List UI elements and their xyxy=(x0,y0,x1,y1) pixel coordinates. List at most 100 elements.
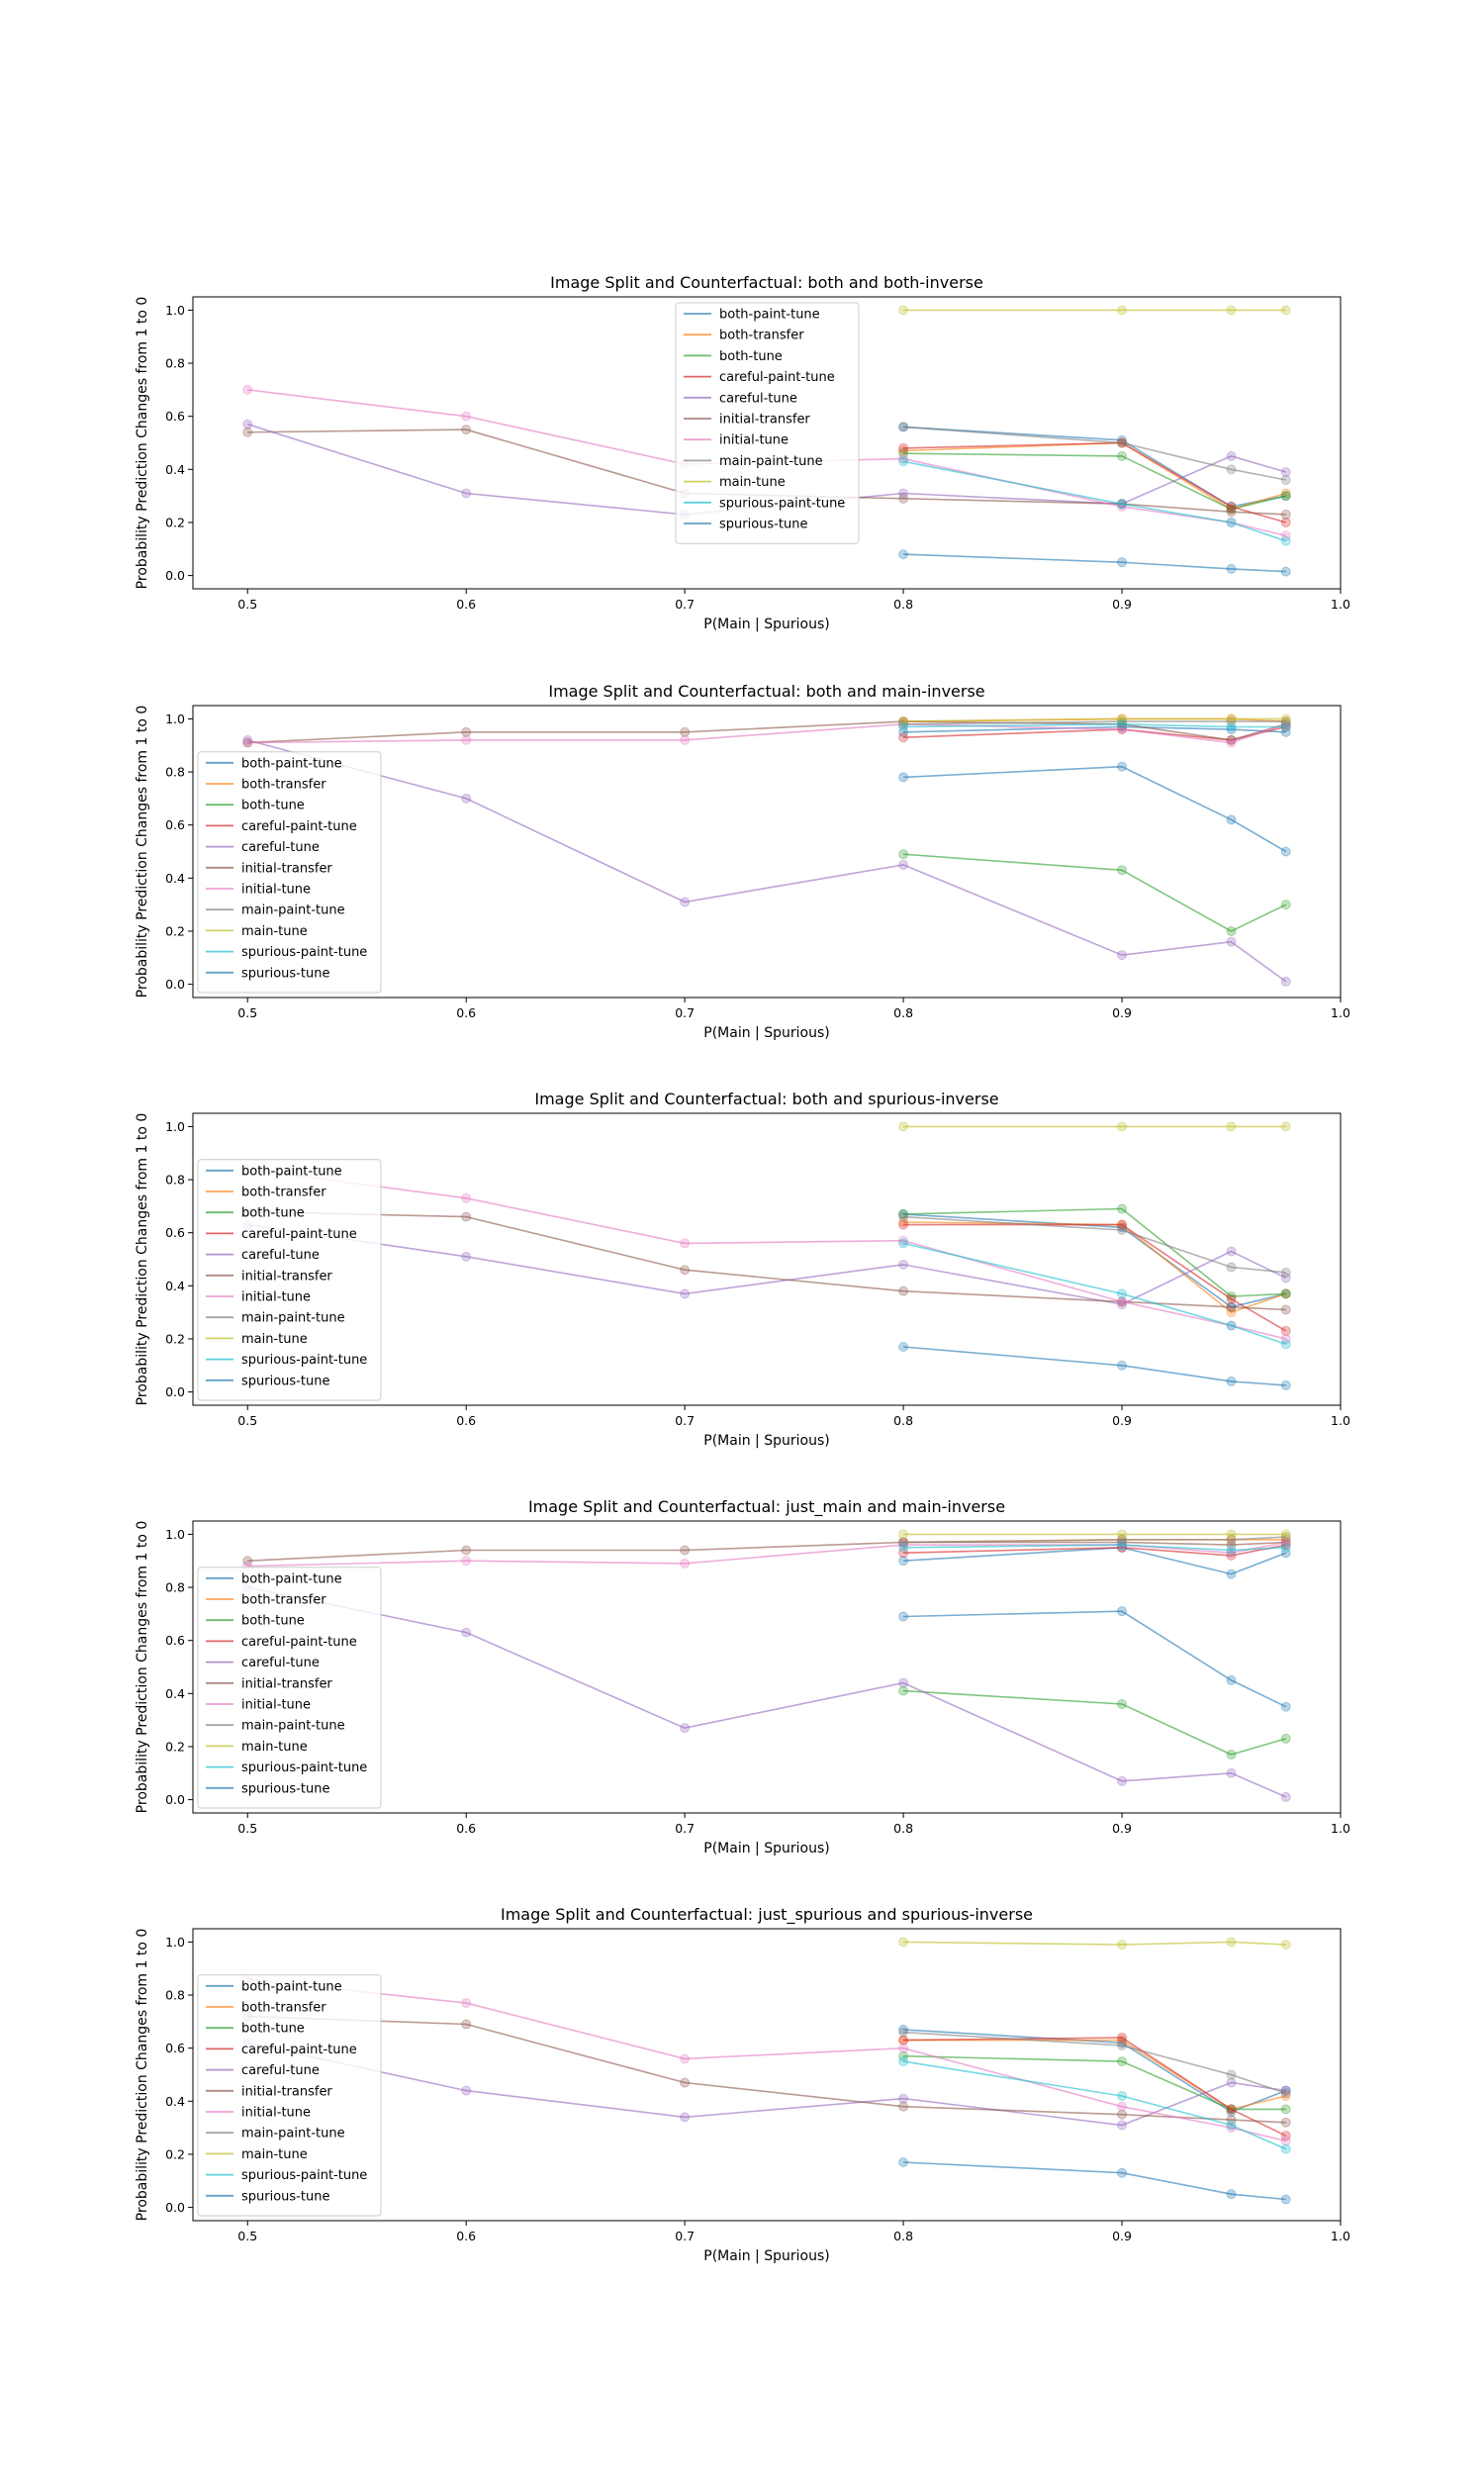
legend-box xyxy=(675,302,860,544)
data-point xyxy=(898,2056,909,2067)
data-point xyxy=(1117,724,1128,735)
data-point xyxy=(461,1211,472,1222)
data-point xyxy=(898,1285,909,1296)
legend-label: initial-transfer xyxy=(241,2084,332,2099)
series-spurious-paint-tune xyxy=(898,718,1291,732)
data-point xyxy=(1280,1701,1291,1712)
legend-label: both-transfer xyxy=(241,2001,326,2016)
legend: both-paint-tune both-transfer both-tune car… xyxy=(675,302,860,544)
y-axis-label: Probability Prediction Changes from 1 to… xyxy=(135,1521,150,1814)
data-point xyxy=(1280,846,1291,857)
data-point xyxy=(898,2043,909,2053)
y-tick-label: 0.6 xyxy=(165,1225,185,1240)
x-axis-label: P(Main | Spurious) xyxy=(703,1841,829,1856)
legend-label: careful-tune xyxy=(719,391,797,406)
data-point xyxy=(1280,2090,1291,2101)
x-tick-label: 0.5 xyxy=(237,1005,257,1020)
series-careful-paint-tune xyxy=(898,437,1291,527)
data-point xyxy=(461,793,472,804)
legend-label: initial-tune xyxy=(719,433,788,448)
data-point xyxy=(680,1723,691,1734)
data-point xyxy=(898,1537,909,1548)
data-point xyxy=(1280,976,1291,987)
data-point xyxy=(898,453,909,464)
data-point xyxy=(1280,1339,1291,1350)
legend-label: initial-transfer xyxy=(241,861,332,876)
plot-frame xyxy=(192,705,1342,999)
series-careful-tune xyxy=(242,2038,1291,2131)
legend-label: main-tune xyxy=(241,924,308,939)
legend-label: careful-paint-tune xyxy=(719,370,835,385)
data-point xyxy=(1117,1540,1128,1551)
data-point xyxy=(898,2093,909,2104)
y-tick-label: 0.0 xyxy=(165,1384,185,1399)
data-point xyxy=(1117,2041,1128,2050)
series-spurious-tune xyxy=(898,1342,1291,1390)
data-point xyxy=(1117,557,1128,568)
legend-label: careful-paint-tune xyxy=(241,1227,357,1242)
legend-label: careful-paint-tune xyxy=(241,1635,357,1650)
series-line xyxy=(902,460,1287,542)
legend-label: spurious-tune xyxy=(241,966,329,981)
x-tick-label: 0.9 xyxy=(1112,1413,1132,1428)
series-spurious-tune xyxy=(898,2157,1291,2205)
series-line xyxy=(246,739,1287,983)
data-point xyxy=(680,2053,691,2064)
data-point xyxy=(1117,2120,1128,2131)
data-point xyxy=(1117,1219,1128,1230)
legend-label: careful-paint-tune xyxy=(241,2043,357,2057)
y-tick-label: 1.0 xyxy=(165,303,185,318)
series-line xyxy=(903,441,1287,511)
x-tick-label: 0.9 xyxy=(1112,2229,1132,2243)
x-tick-label: 0.7 xyxy=(675,597,695,612)
data-point xyxy=(242,1556,253,1567)
legend-label: initial-tune xyxy=(241,2106,311,2121)
data-point xyxy=(1226,501,1237,512)
x-tick-label: 0.5 xyxy=(237,1821,257,1836)
x-tick-label: 0.6 xyxy=(456,1005,476,1020)
data-point xyxy=(1226,2120,1237,2131)
series-initial-transfer xyxy=(242,1537,1291,1567)
data-point xyxy=(1280,714,1291,724)
series-careful-paint-tune xyxy=(898,1540,1291,1561)
data-point xyxy=(898,1219,909,1230)
series-line xyxy=(903,2054,1286,2111)
series-careful-tune xyxy=(242,734,1291,987)
data-point xyxy=(898,1548,909,1559)
series-line xyxy=(903,717,1286,722)
data-point xyxy=(1226,2189,1237,2200)
data-point xyxy=(1226,1320,1237,1331)
data-point xyxy=(1226,1307,1237,1318)
chart-title: Image Split and Counterfactual: both and… xyxy=(548,682,984,701)
series-line xyxy=(903,853,1287,932)
data-point xyxy=(898,1529,909,1540)
legend-label: spurious-tune xyxy=(241,2189,329,2204)
data-point xyxy=(898,549,909,560)
data-point xyxy=(1117,1288,1128,1299)
data-point xyxy=(1117,1775,1128,1786)
series-line xyxy=(903,1207,1286,1297)
x-tick-label: 0.7 xyxy=(675,1005,695,1020)
series-main-tune xyxy=(898,1937,1291,1951)
y-tick-label: 0.2 xyxy=(165,923,185,938)
series-line xyxy=(903,1610,1287,1708)
data-point xyxy=(1117,1203,1128,1214)
data-point xyxy=(1117,1360,1128,1371)
legend-label: both-paint-tune xyxy=(241,1571,342,1586)
data-point xyxy=(898,2027,909,2038)
series-main-tune xyxy=(898,1121,1291,1132)
legend: both-paint-tune both-transfer both-tune car… xyxy=(197,1567,382,1809)
data-point xyxy=(461,1998,472,2009)
data-point xyxy=(1226,1262,1237,1273)
data-point xyxy=(1226,2069,1237,2080)
data-point xyxy=(1280,1267,1291,1278)
chart-title: Image Split and Counterfactual: just_mai… xyxy=(528,1497,1005,1517)
data-point xyxy=(1226,737,1237,748)
data-point xyxy=(1280,1537,1291,1548)
series-line xyxy=(903,1223,1287,1332)
legend-label: careful-paint-tune xyxy=(241,819,357,834)
legend-label: main-paint-tune xyxy=(241,1719,345,1734)
legend-label: initial-tune xyxy=(241,1698,311,1713)
x-tick-label: 0.7 xyxy=(675,1413,695,1428)
x-tick-label: 1.0 xyxy=(1331,1413,1350,1428)
